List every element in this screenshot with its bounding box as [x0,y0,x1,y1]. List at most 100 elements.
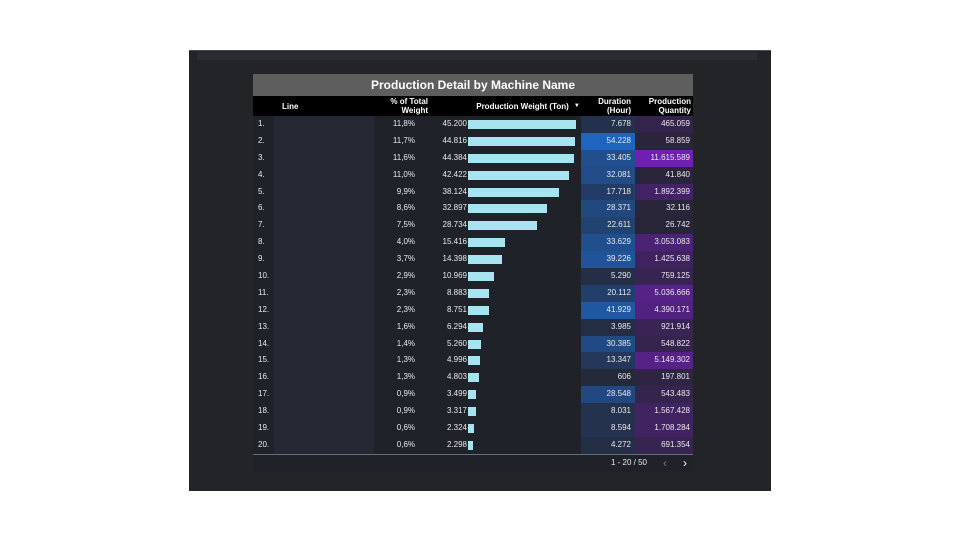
table-row[interactable]: 5. 9,9% 38.124 17.718 1.892.399 [253,183,693,201]
production-weight-cell: 4.803 [446,372,467,382]
row-rank: 11. [258,287,269,297]
line-name-cell [274,200,374,218]
row-rank: 18. [258,406,270,416]
production-table: Production Detail by Machine Name Line %… [253,74,693,472]
column-header-production-weight[interactable]: Production Weight (Ton) ▼ [468,96,588,116]
line-name-cell [274,268,374,285]
table-row[interactable]: 20. 0,6% 2.298 4.272 691.354 [253,436,693,454]
table-row[interactable]: 10. 2,9% 10.969 5.290 759.125 [253,268,693,285]
table-row[interactable]: 2. 11,7% 44.816 54.228 58.859 [253,132,693,150]
line-name-cell [274,301,374,319]
table-row[interactable]: 4. 11,0% 42.422 32.081 41.840 [253,166,693,184]
pct-total-weight-cell: 0,9% [396,406,415,416]
duration-cell: 54.228 [581,132,635,150]
production-quantity-cell: 759.125 [635,268,693,285]
production-quantity-cell: 4.390.171 [635,301,693,319]
row-rank: 5. [258,186,265,196]
production-quantity-cell: 5.036.666 [635,284,693,302]
production-weight-cell: 15.416 [442,237,467,247]
row-rank: 6. [258,203,265,213]
pagination-label: 1 - 20 / 50 [610,457,647,467]
duration-cell: 13.347 [581,352,635,370]
duration-cell: 606 [581,369,635,387]
duration-cell: 28.371 [581,200,635,218]
table-row[interactable]: 15. 1,3% 4.996 13.347 5.149.302 [253,352,693,370]
production-weight-cell: 4.996 [446,355,467,365]
production-quantity-cell: 41.840 [635,166,693,184]
table-row[interactable]: 8. 4,0% 15.416 33.629 3.053.083 [253,234,693,252]
column-header-pct-total-weight[interactable]: % of Total Weight [390,97,428,115]
pct-total-weight-cell: 0,6% [396,423,415,433]
production-quantity-cell: 197.801 [635,369,693,387]
pct-total-weight-cell: 0,6% [396,439,415,449]
pct-total-weight-cell: 9,9% [396,186,415,196]
table-row[interactable]: 13. 1,6% 6.294 3.985 921.914 [253,318,693,336]
table-row[interactable]: 7. 7,5% 28.734 22.611 26.742 [253,217,693,235]
production-quantity-cell: 921.914 [635,318,693,336]
column-header-duration[interactable]: Duration (Hour) [598,97,631,115]
table-body: 1. 11,8% 45.200 7.678 465.059 2. 11,7% 44.816 54… [253,116,693,454]
production-quantity-cell: 58.859 [635,132,693,150]
duration-cell: 20.112 [581,284,635,302]
production-weight-bar [468,153,575,163]
production-weight-bar [468,440,474,450]
production-weight-cell: 6.294 [446,321,467,331]
duration-cell: 33.629 [581,234,635,252]
production-weight-bar [468,221,537,231]
column-header-line[interactable]: Line [282,101,299,111]
pct-total-weight-cell: 11,7% [392,135,415,145]
line-name-cell [274,183,374,201]
row-rank: 13. [258,321,270,331]
row-rank: 14. [258,338,270,348]
production-weight-bar [468,322,484,332]
table-row[interactable]: 19. 0,6% 2.324 8.594 1.708.284 [253,420,693,437]
table-row[interactable]: 14. 1,4% 5.260 30.385 548.822 [253,335,693,353]
production-weight-cell: 2.298 [446,439,467,449]
production-weight-cell: 2.324 [446,423,467,433]
table-footer: 1 - 20 / 50 ‹ › [253,453,693,472]
line-name-cell [274,166,374,184]
production-weight-bar [468,373,480,383]
row-rank: 3. [258,152,265,162]
column-header-production-quantity[interactable]: Production Quantity [648,97,691,115]
production-quantity-cell: 26.742 [635,217,693,235]
production-quantity-cell: 3.053.083 [635,234,693,252]
production-weight-bar [468,238,505,248]
sort-desc-icon: ▼ [573,102,580,109]
table-row[interactable]: 1. 11,8% 45.200 7.678 465.059 [253,116,693,133]
line-name-cell [274,335,374,353]
line-name-cell [274,436,374,454]
pct-total-weight-cell: 1,4% [396,338,415,348]
row-rank: 9. [258,254,265,264]
production-weight-cell: 44.384 [442,152,467,162]
production-weight-cell: 14.398 [442,254,467,264]
production-quantity-cell: 1.708.284 [635,420,693,437]
table-row[interactable]: 11. 2,3% 8.883 20.112 5.036.666 [253,284,693,302]
column-header-production-weight-label: Production Weight (Ton) [476,101,569,111]
table-row[interactable]: 16. 1,3% 4.803 606 197.801 [253,369,693,387]
line-name-cell [274,420,374,437]
pct-total-weight-cell: 2,9% [396,271,415,281]
chevron-right-icon[interactable]: › [683,455,687,470]
production-quantity-cell: 1.567.428 [635,403,693,421]
duration-cell: 28.548 [581,386,635,404]
table-row[interactable]: 9. 3,7% 14.398 39.226 1.425.638 [253,251,693,269]
chevron-left-icon[interactable]: ‹ [663,455,667,470]
duration-cell: 32.081 [581,166,635,184]
table-row[interactable]: 6. 8,6% 32.897 28.371 32.116 [253,200,693,218]
pct-total-weight-cell: 0,9% [396,389,415,399]
table-row[interactable]: 12. 2,3% 8.751 41.929 4.390.171 [253,301,693,319]
line-name-cell [274,217,374,235]
line-name-cell [274,352,374,370]
production-quantity-cell: 1.425.638 [635,251,693,269]
row-rank: 20. [258,439,270,449]
production-weight-cell: 8.751 [446,304,467,314]
table-row[interactable]: 3. 11,6% 44.384 33.405 11.615.589 [253,149,693,167]
pct-total-weight-cell: 1,3% [396,355,415,365]
row-rank: 10. [258,271,270,281]
table-row[interactable]: 17. 0,9% 3.499 28.548 543.483 [253,386,693,404]
pct-total-weight-cell: 1,6% [396,321,415,331]
production-weight-cell: 8.883 [446,287,467,297]
production-weight-bar [468,288,490,298]
table-row[interactable]: 18. 0,9% 3.317 8.031 1.567.428 [253,403,693,421]
